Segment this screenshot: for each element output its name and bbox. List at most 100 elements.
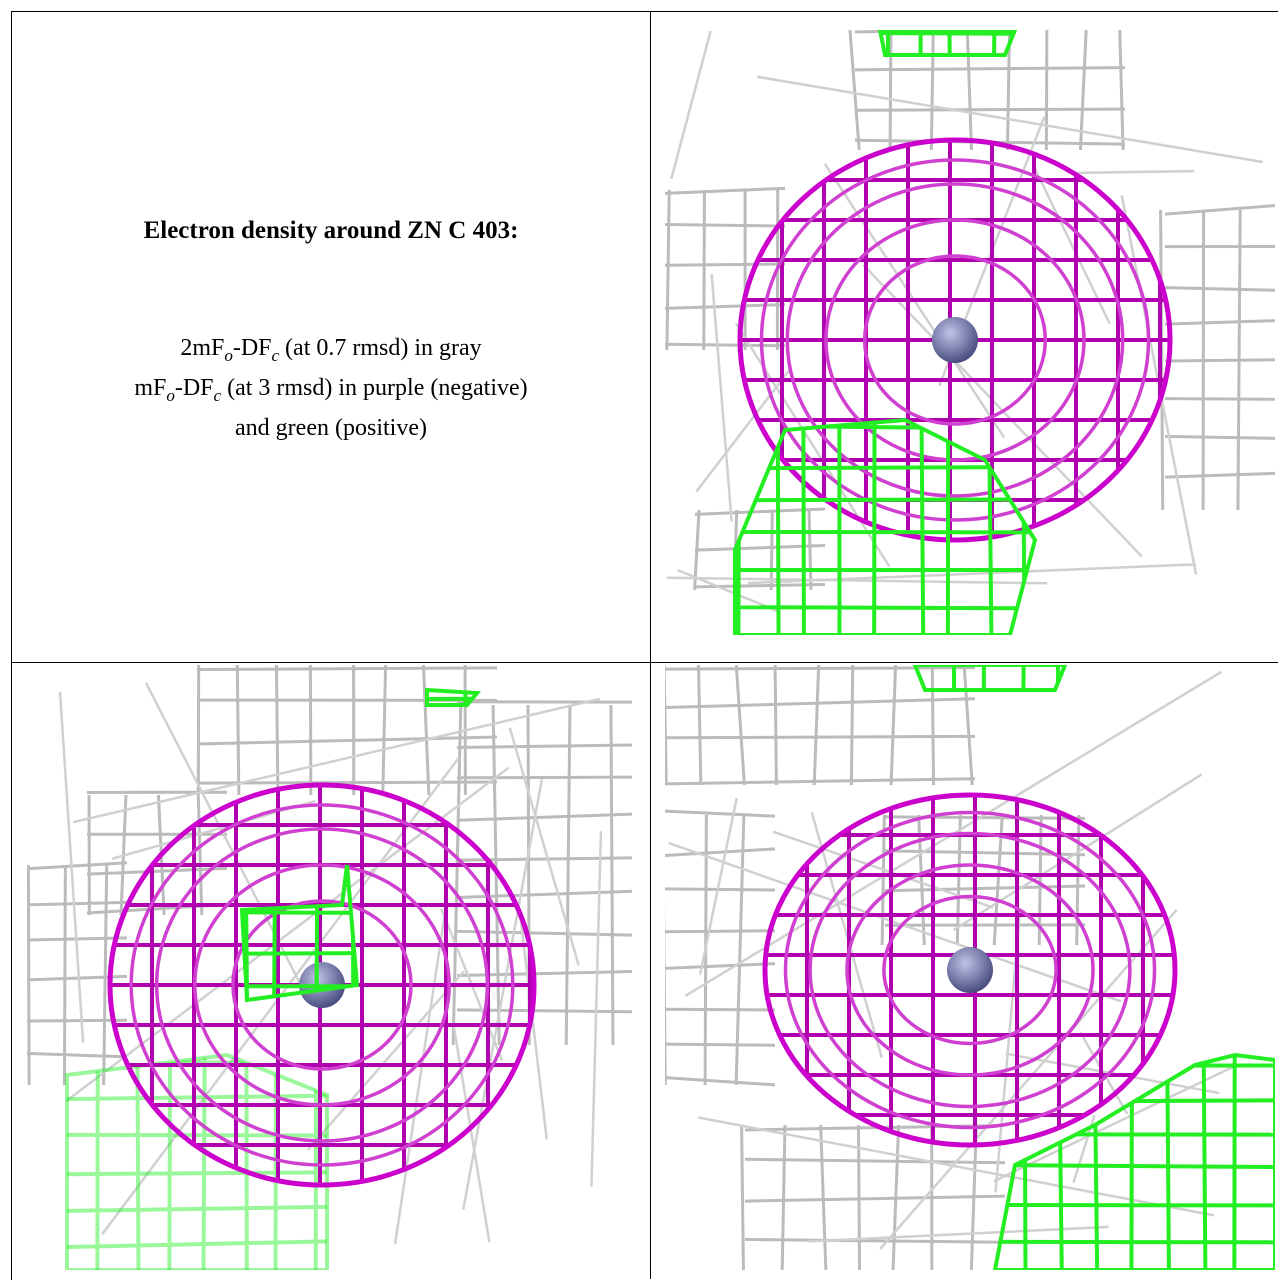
mesh-line [665, 243, 1275, 244]
mesh-line [665, 318, 1275, 319]
mesh-line [27, 1135, 632, 1137]
mesh-line [665, 964, 775, 969]
mesh-line [665, 1134, 1275, 1135]
mesh-line [665, 882, 1275, 883]
mesh-line [665, 848, 1275, 849]
mesh-line [453, 705, 461, 1045]
mesh-line [814, 665, 818, 785]
text-run: -DF [175, 375, 214, 401]
mesh-line [386, 665, 393, 1270]
mesh-line [885, 886, 1085, 891]
mesh-line [1062, 30, 1067, 635]
mesh-line [874, 30, 875, 635]
mesh-line [851, 665, 852, 785]
mesh-line [665, 1009, 775, 1010]
mesh-line [1120, 30, 1123, 150]
mesh-line [809, 510, 811, 590]
mesh-line [855, 109, 1125, 110]
mesh-line [27, 735, 632, 736]
mesh-line [665, 1100, 1275, 1103]
text-run: mF [134, 375, 166, 401]
mesh-line [1165, 399, 1275, 400]
mesh-line [1165, 321, 1275, 324]
mesh-line [27, 738, 632, 739]
mesh-line [1238, 665, 1240, 1270]
mesh-line [383, 665, 386, 795]
mesh-line [665, 611, 1275, 612]
mesh-line [665, 282, 1275, 284]
mesh-line [704, 190, 705, 350]
mesh-line [27, 1202, 632, 1211]
mesh-line [1165, 206, 1275, 215]
zinc-atom [932, 317, 978, 363]
mesh-line [736, 665, 744, 785]
mesh-line [416, 665, 427, 1270]
text-run: (at 3 rmsd) in purple (negative) [221, 375, 528, 401]
mesh-line [665, 838, 1275, 843]
mesh-line [457, 814, 632, 820]
mesh-line [665, 668, 975, 669]
caption-title: Electron density around ZN C 403: [12, 217, 650, 245]
mesh-line [665, 1205, 1275, 1206]
mesh-line [136, 665, 139, 1270]
mesh-line [665, 174, 1275, 175]
mesh-line [560, 665, 566, 1270]
text-run: and green (positive) [235, 415, 427, 441]
mesh-line [665, 1028, 1275, 1032]
mesh-line [671, 31, 710, 179]
mesh-line [1163, 30, 1165, 635]
subscript: o [166, 386, 175, 405]
mesh-line [821, 1125, 826, 1270]
mesh-line [27, 839, 632, 849]
mesh-line [27, 902, 127, 905]
mesh-line [850, 30, 859, 150]
mesh-line [27, 952, 632, 955]
mesh-line [665, 241, 1275, 245]
mesh-line [918, 30, 923, 635]
mesh-line [887, 30, 888, 635]
mesh-line [665, 1056, 1275, 1061]
mesh-line [27, 1170, 632, 1174]
mesh-line [457, 931, 632, 935]
mesh-line [665, 931, 775, 932]
subscript: c [214, 386, 222, 405]
mesh-line [665, 607, 1275, 609]
mesh-line [203, 665, 207, 1270]
mesh-line [27, 863, 127, 869]
mesh-line [665, 305, 785, 309]
mesh-line [665, 466, 1275, 468]
mesh-line [665, 264, 785, 265]
mesh-line [27, 695, 632, 696]
column-divider [650, 11, 651, 1279]
mesh-line [1095, 30, 1099, 635]
mesh-line [27, 1127, 632, 1130]
mesh-line [775, 665, 776, 785]
mesh-line [1164, 665, 1169, 1270]
density-image [27, 665, 632, 1270]
mesh-line [1165, 436, 1275, 438]
mesh-line [667, 190, 669, 350]
mesh-line [591, 831, 601, 1187]
mesh-line [964, 665, 972, 785]
density-image [665, 665, 1275, 1270]
caption-cell: Electron density around ZN C 403: 2mFo-D… [12, 12, 650, 662]
mesh-line [104, 865, 107, 1085]
mesh-line [967, 30, 971, 150]
mesh-line [665, 811, 775, 816]
mesh-line [605, 665, 608, 1270]
mesh-line [1234, 665, 1235, 1270]
mesh-line [1099, 30, 1100, 635]
row-divider [11, 662, 1278, 663]
mesh-line [782, 1125, 785, 1270]
mesh-line [1201, 665, 1206, 1270]
mesh-line [457, 971, 632, 975]
mesh-line [64, 865, 65, 1085]
mesh-line [27, 767, 632, 775]
gray-mesh [665, 30, 1275, 611]
mesh-line [27, 704, 632, 707]
mesh-line [911, 665, 916, 1270]
mesh-line [169, 665, 171, 1270]
mesh-line [424, 665, 425, 1270]
mesh-line [665, 779, 975, 784]
mesh-line [198, 795, 202, 915]
